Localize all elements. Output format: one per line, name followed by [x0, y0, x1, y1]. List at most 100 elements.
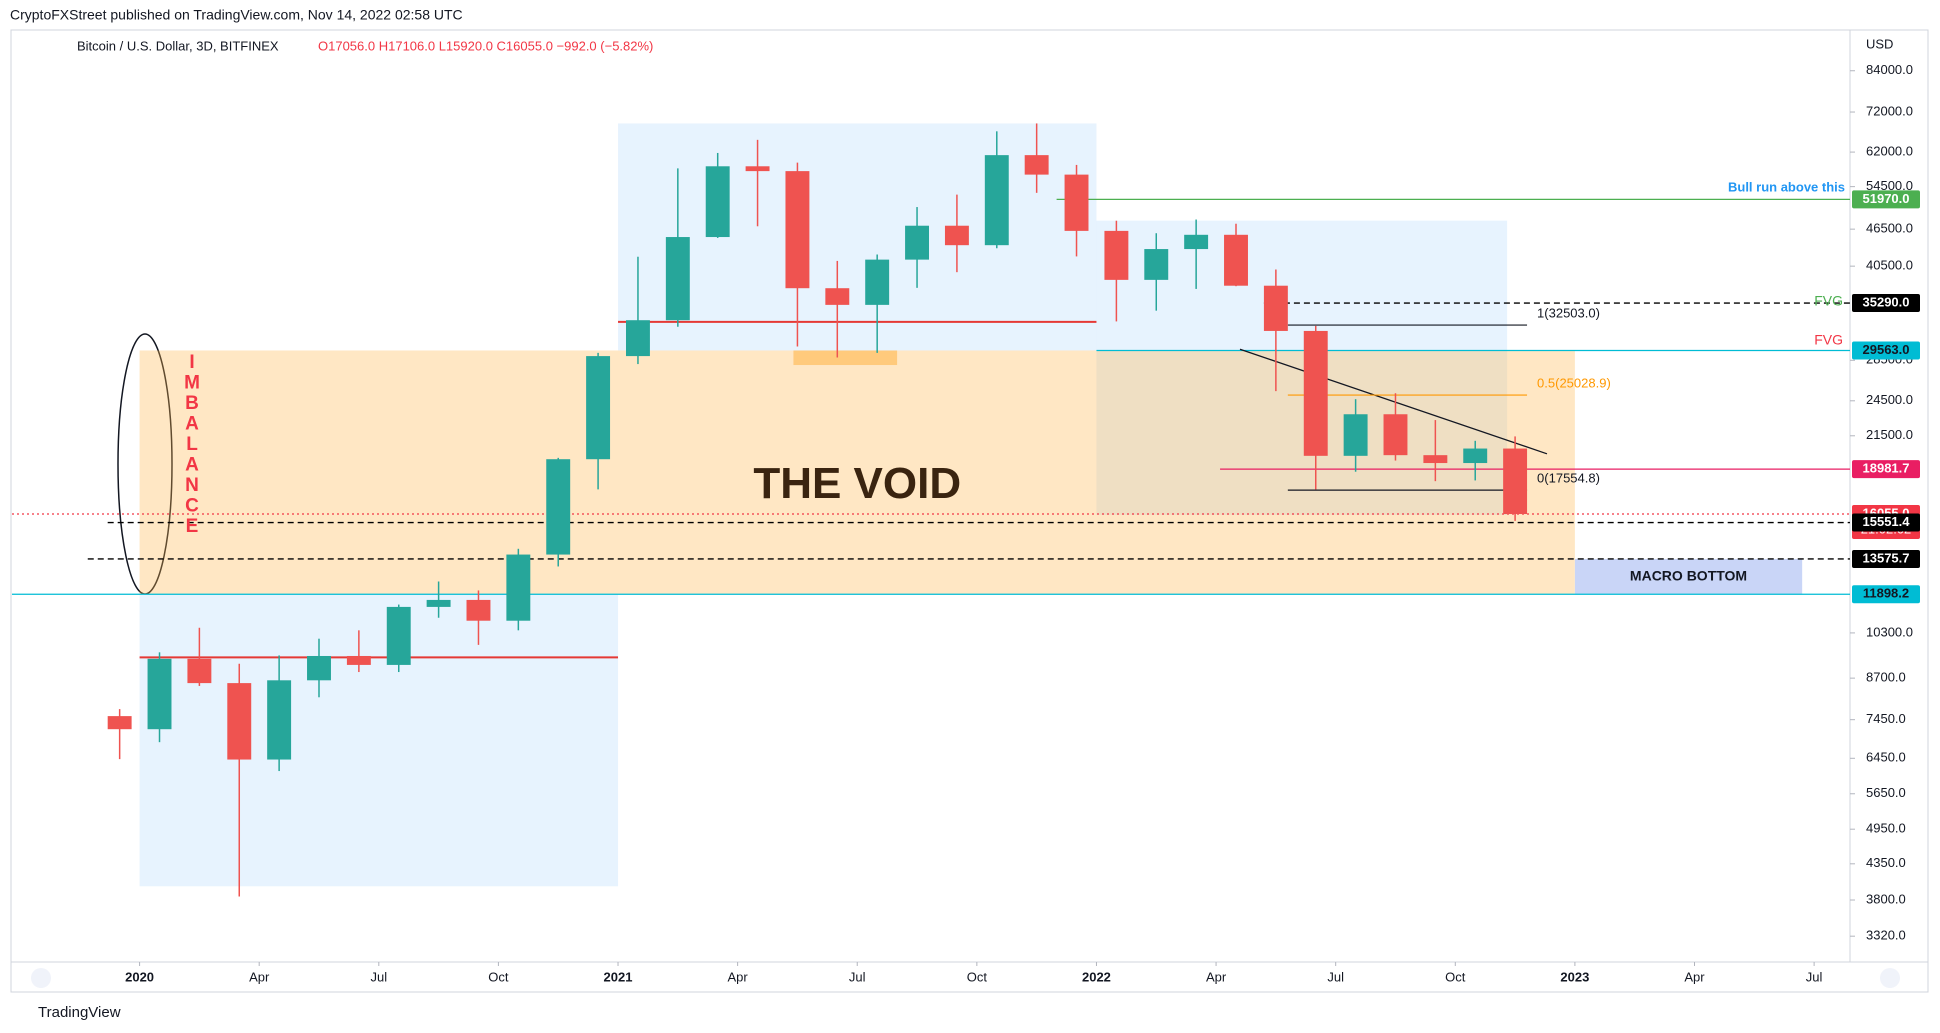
publisher: CryptoFXStreet published on TradingView.… — [10, 7, 463, 23]
x-tick-label: Oct — [967, 969, 988, 984]
candle-body — [745, 166, 770, 172]
price-label: 29563.0 — [1863, 342, 1910, 357]
y-tick-label: 10300.0 — [1866, 624, 1913, 639]
x-tick-label: Apr — [1206, 969, 1227, 984]
fvg-label: FVG — [1814, 332, 1843, 348]
candle-body — [147, 658, 172, 730]
zone-label: THE VOID — [753, 459, 961, 508]
candle-body — [107, 716, 132, 730]
auto-button[interactable] — [1880, 968, 1900, 988]
fvg-label: FVG — [1814, 293, 1843, 309]
x-tick-label: 2022 — [1082, 969, 1111, 984]
imbalance-letter: A — [185, 455, 199, 476]
brand: TradingView — [38, 1004, 121, 1021]
candle-body — [506, 554, 531, 621]
zone — [1574, 558, 1803, 595]
candle-body — [1343, 414, 1368, 456]
candle-body — [466, 599, 491, 621]
candle-body — [227, 683, 252, 760]
candle-body — [426, 599, 451, 607]
price-label: 35290.0 — [1863, 294, 1910, 309]
price-label-box — [1852, 294, 1920, 313]
y-tick-label: 7450.0 — [1866, 711, 1906, 726]
x-tick-label: Oct — [488, 969, 509, 984]
y-tick-label: 72000.0 — [1866, 103, 1913, 118]
price-label-box — [1852, 549, 1920, 568]
y-tick-label: 3800.0 — [1866, 891, 1906, 906]
zone-label: MACRO BOTTOM — [1630, 567, 1747, 583]
y-tick-label: 40500.0 — [1866, 258, 1913, 273]
y-tick-label: 3320.0 — [1866, 928, 1906, 943]
candle-body — [665, 237, 690, 321]
y-tick-label: 4950.0 — [1866, 821, 1906, 836]
x-tick-label: 2021 — [604, 969, 633, 984]
candle-body — [1184, 234, 1209, 250]
candle-body — [1064, 174, 1089, 231]
x-tick-label: Apr — [728, 969, 749, 984]
candle-body — [865, 259, 890, 305]
imbalance-letter: A — [185, 414, 199, 435]
y-tick-label: 5650.0 — [1866, 785, 1906, 800]
candle-body — [944, 225, 969, 246]
symbol: Bitcoin / U.S. Dollar, 3D, BITFINEX — [77, 38, 279, 53]
imbalance-letter: E — [186, 516, 199, 537]
ohlc: O17056.0 H17106.0 L15920.0 C16055.0 −992… — [318, 38, 653, 53]
imbalance-letter: B — [185, 393, 199, 414]
candle-body — [1263, 285, 1288, 331]
candle-body — [187, 658, 212, 684]
price-label: 15551.4 — [1863, 514, 1911, 529]
y-tick-label: 84000.0 — [1866, 62, 1913, 77]
candle-body — [267, 680, 292, 760]
fib-label: 0.5(25028.9) — [1537, 376, 1611, 391]
x-tick-label: Oct — [1445, 969, 1466, 984]
zone — [793, 350, 898, 366]
x-tick-label: Jul — [1806, 969, 1823, 984]
candle-body — [785, 171, 810, 289]
zone — [618, 123, 1097, 351]
candle-body — [625, 320, 650, 357]
imbalance-letter: I — [189, 352, 194, 373]
price-label-box — [1852, 513, 1920, 532]
fib-label: 1(32503.0) — [1537, 306, 1600, 321]
candle-body — [825, 288, 850, 305]
candle-body — [346, 655, 371, 665]
x-tick-label: Apr — [1684, 969, 1705, 984]
frame — [10, 29, 1929, 993]
plot — [12, 123, 1850, 897]
candle-body — [984, 155, 1009, 246]
candle-body — [1224, 234, 1248, 286]
candle-body — [386, 606, 411, 665]
y-tick-label: 8700.0 — [1866, 670, 1906, 685]
price-label: 18981.7 — [1863, 461, 1910, 476]
candle-body — [1104, 230, 1129, 280]
currency: USD — [1866, 36, 1893, 51]
x-tick-label: Jul — [1327, 969, 1344, 984]
y-tick-label: 4350.0 — [1866, 855, 1906, 870]
y-tick-label: 62000.0 — [1866, 144, 1913, 159]
y-tick-label: 46500.0 — [1866, 221, 1913, 236]
zone — [139, 594, 619, 887]
zone — [139, 350, 1575, 595]
price-label: 11898.2 — [1863, 586, 1909, 601]
candle-body — [1463, 448, 1488, 464]
candle-body — [546, 459, 571, 555]
candle-body — [1383, 414, 1408, 456]
candle-body — [705, 166, 730, 238]
candle-body — [905, 225, 930, 260]
imbalance-letter: L — [186, 434, 198, 455]
imbalance-letter: C — [185, 496, 199, 517]
y-tick-label: 24500.0 — [1866, 392, 1913, 407]
x-tick-label: Jul — [849, 969, 866, 984]
trendline — [1239, 348, 1548, 455]
zoom-button[interactable] — [31, 968, 51, 988]
x-tick-label: Jul — [370, 969, 387, 984]
price-label: 51970.0 — [1863, 191, 1910, 206]
x-tick-label: Apr — [249, 969, 270, 984]
price-label-box — [1852, 460, 1920, 479]
fib-label: 0(17554.8) — [1537, 471, 1600, 486]
price-label: 13575.7 — [1863, 550, 1910, 565]
x-tick-label: 2020 — [125, 969, 154, 984]
candle-body — [1503, 448, 1528, 515]
candle-body — [1303, 330, 1328, 456]
